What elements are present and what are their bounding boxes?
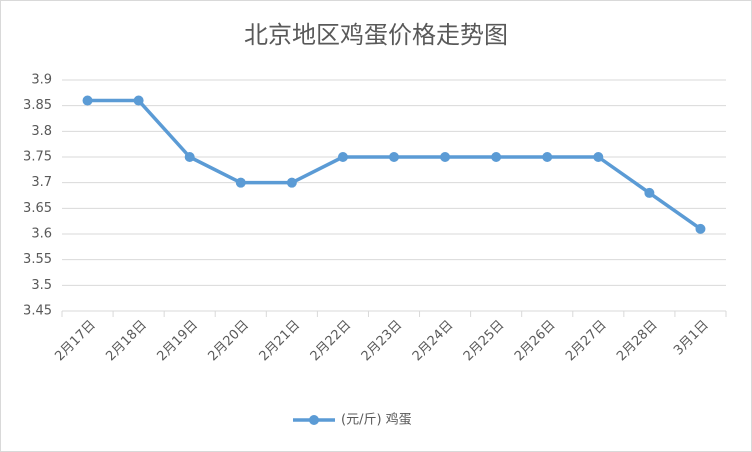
point bbox=[235, 177, 246, 188]
y-tick-label: 3.75 bbox=[23, 150, 52, 165]
y-tick-label: 3.9 bbox=[31, 73, 52, 88]
y-tick-label: 3.7 bbox=[31, 175, 52, 190]
y-tick-label: 3.6 bbox=[31, 227, 52, 242]
point bbox=[184, 152, 195, 162]
y-tick-label: 3.55 bbox=[23, 252, 52, 267]
point bbox=[286, 177, 297, 188]
chart-title: 北京地区鸡蛋价格走势图 bbox=[244, 21, 508, 49]
y-tick-label: 3.45 bbox=[23, 304, 52, 319]
legend-marker bbox=[309, 415, 319, 425]
point bbox=[491, 152, 502, 162]
point bbox=[695, 223, 706, 234]
point bbox=[389, 152, 399, 162]
y-tick-label: 3.8 bbox=[31, 124, 52, 139]
point bbox=[542, 152, 553, 162]
point bbox=[337, 152, 348, 162]
y-tick-label: 3.5 bbox=[31, 278, 52, 293]
y-tick-label: 3.65 bbox=[23, 201, 52, 216]
point bbox=[644, 187, 655, 198]
y-tick-label: 3.85 bbox=[23, 98, 52, 113]
point bbox=[133, 95, 144, 106]
point bbox=[82, 95, 93, 106]
legend-label: (元/斤) 鸡蛋 bbox=[341, 412, 412, 428]
point bbox=[593, 152, 604, 162]
point bbox=[440, 152, 451, 162]
